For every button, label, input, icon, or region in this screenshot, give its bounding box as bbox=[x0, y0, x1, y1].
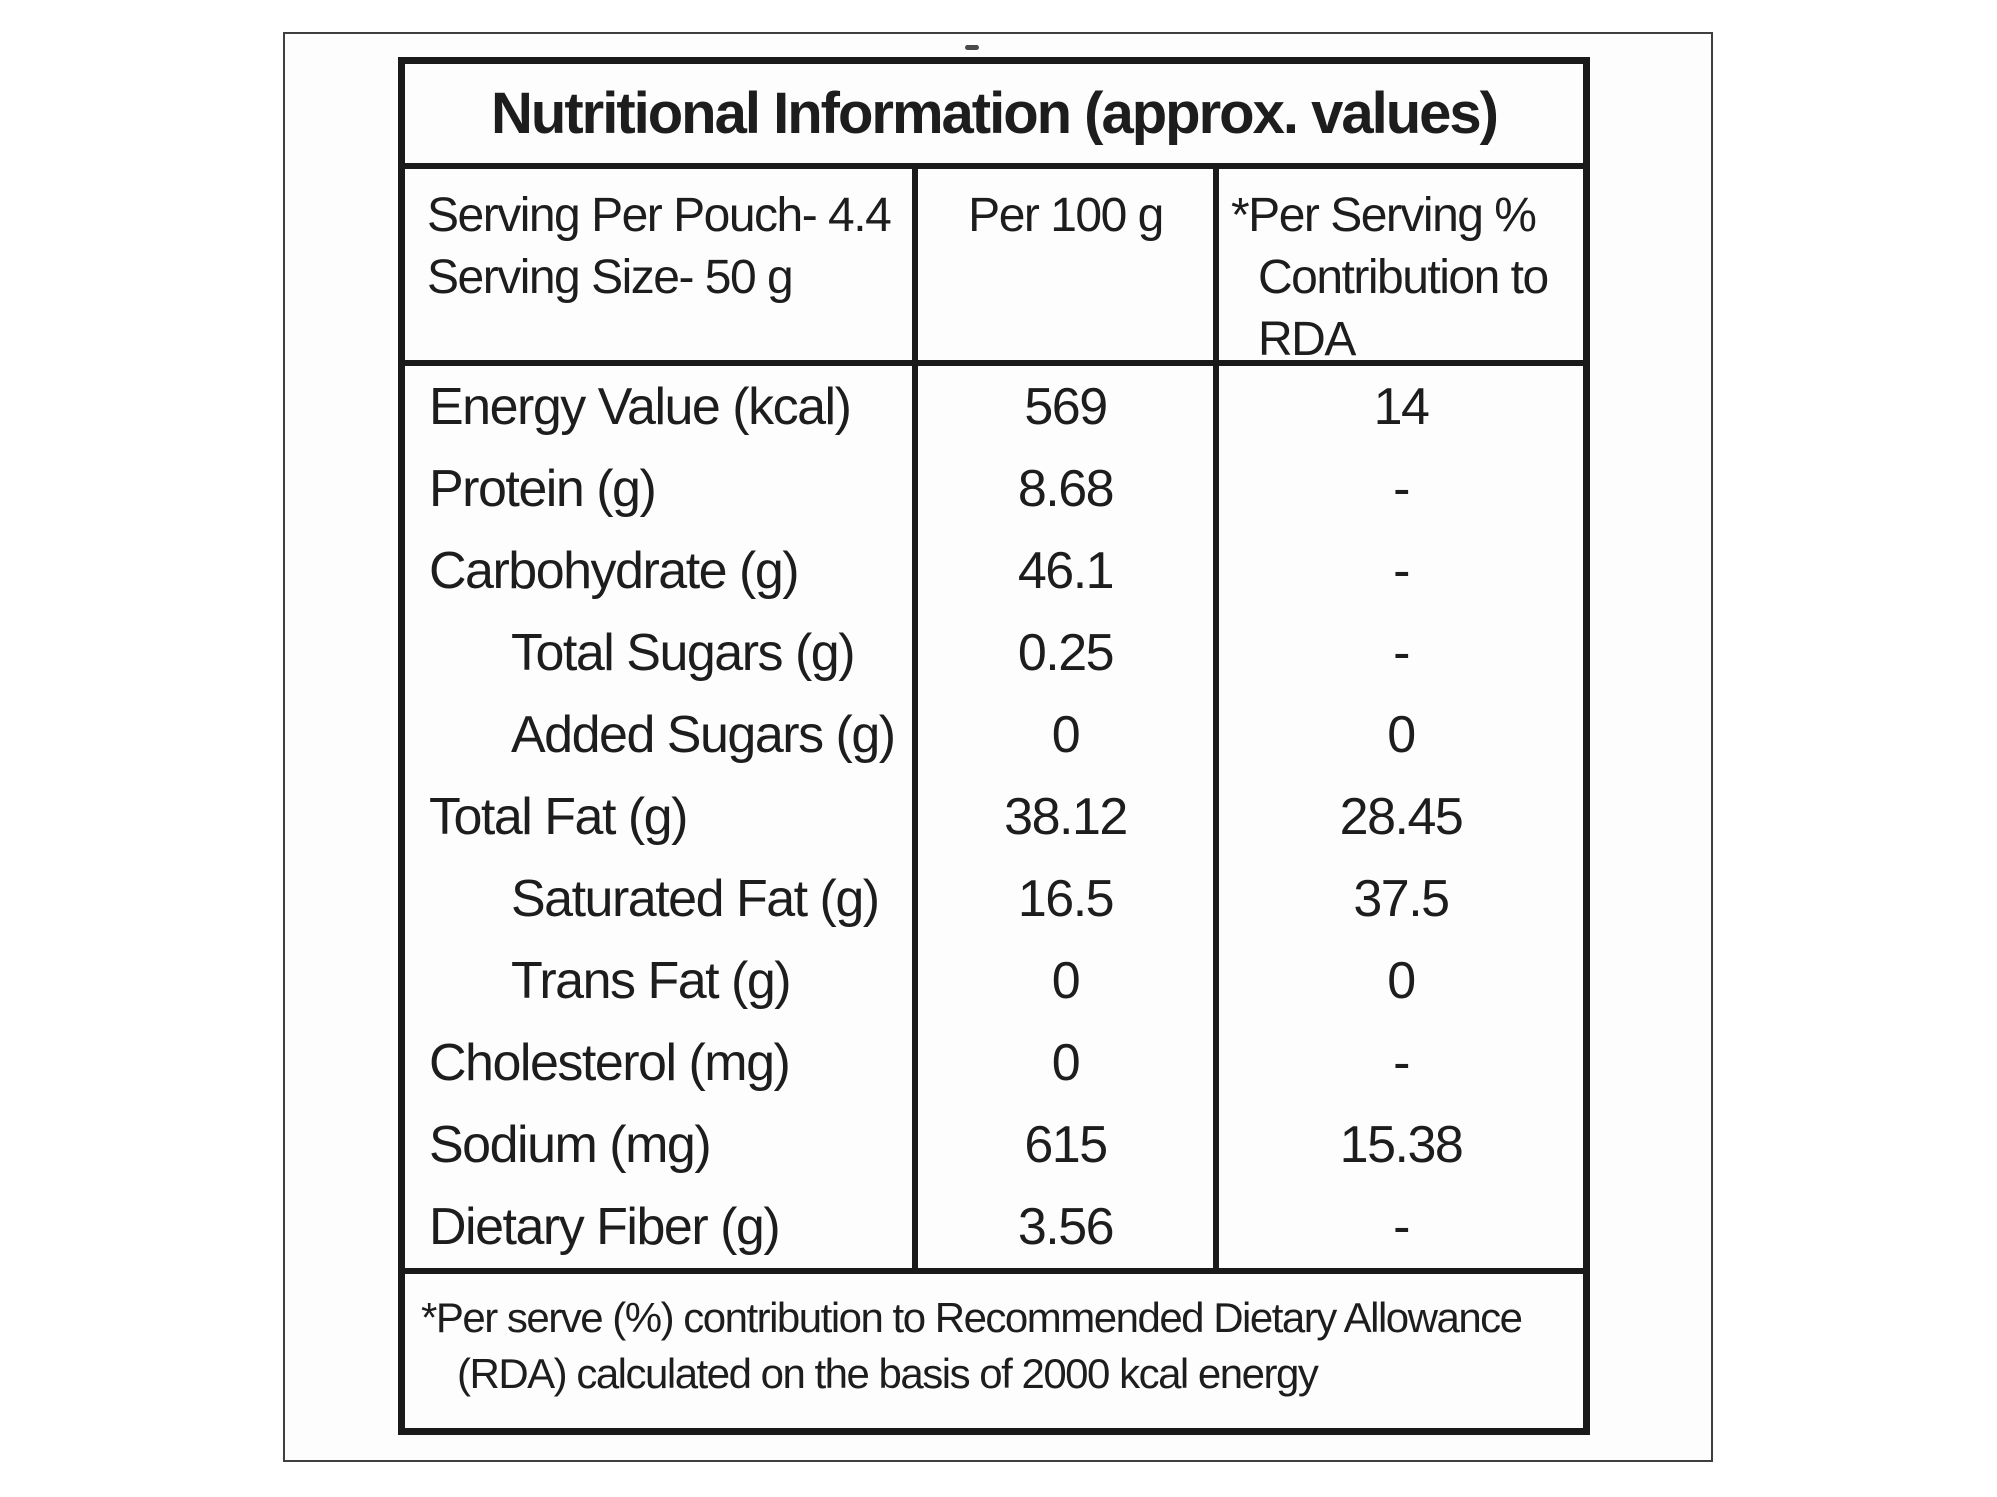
per-serving-value: - bbox=[1213, 1186, 1583, 1268]
rda-footnote-line1: *Per serve (%) contribution to Recommend… bbox=[421, 1294, 1523, 1341]
per-serving-value: - bbox=[1213, 448, 1583, 530]
nutrient-label: Energy Value (kcal) bbox=[429, 378, 852, 436]
per-serving-value: 0 bbox=[1213, 694, 1583, 776]
nutrient-label: Total Fat (g) bbox=[429, 788, 688, 846]
nutrient-label: Added Sugars (g) bbox=[511, 706, 896, 764]
per-100g-value: 46.1 bbox=[912, 530, 1213, 612]
nutrient-label: Saturated Fat (g) bbox=[511, 870, 880, 928]
per-100g-value: 16.5 bbox=[912, 858, 1213, 940]
stray-mark bbox=[965, 45, 979, 50]
rda-footnote-line2: (RDA) calculated on the basis of 2000 kc… bbox=[457, 1350, 1319, 1397]
nutrient-row-sodium: Sodium (mg) 615 15.38 bbox=[405, 1104, 1583, 1186]
nutrient-label: Trans Fat (g) bbox=[511, 952, 792, 1010]
per-100g-value: 0 bbox=[912, 940, 1213, 1022]
nutrient-label: Sodium (mg) bbox=[429, 1116, 712, 1174]
nutrient-row-energy: Energy Value (kcal) 569 14 bbox=[405, 366, 1583, 448]
per-serving-value: 0 bbox=[1213, 940, 1583, 1022]
per-serving-value: - bbox=[1213, 1022, 1583, 1104]
nutrient-label: Total Sugars (g) bbox=[511, 624, 856, 682]
per-serving-value: 15.38 bbox=[1213, 1104, 1583, 1186]
per-100g-value: 0.25 bbox=[912, 612, 1213, 694]
per-serving-header-line3: RDA bbox=[1258, 313, 1356, 366]
per-serving-value: 14 bbox=[1213, 366, 1583, 448]
per-100g-value: 0 bbox=[912, 694, 1213, 776]
per-serving-header-line1: *Per Serving % bbox=[1231, 189, 1537, 242]
nutrient-label: Cholesterol (mg) bbox=[429, 1034, 791, 1092]
per-100g-value: 615 bbox=[912, 1104, 1213, 1186]
per-100g-header-cell: Per 100 g bbox=[912, 169, 1213, 371]
nutrition-label-photo: Nutritional Information (approx. values)… bbox=[283, 32, 1713, 1462]
nutrient-rows: Energy Value (kcal) 569 14 Protein (g) 8… bbox=[405, 366, 1583, 1268]
table-header-row: Serving Per Pouch- 4.4 Serving Size- 50 … bbox=[405, 169, 1583, 371]
nutrient-label: Dietary Fiber (g) bbox=[429, 1198, 781, 1256]
per-100g-value: 8.68 bbox=[912, 448, 1213, 530]
nutrient-row-total-fat: Total Fat (g) 38.12 28.45 bbox=[405, 776, 1583, 858]
rda-footnote: *Per serve (%) contribution to Recommend… bbox=[405, 1268, 1583, 1415]
nutrient-label: Protein (g) bbox=[429, 460, 657, 518]
per-100g-value: 569 bbox=[912, 366, 1213, 448]
nutrient-row-dietary-fiber: Dietary Fiber (g) 3.56 - bbox=[405, 1186, 1583, 1268]
nutrient-row-added-sugars: Added Sugars (g) 0 0 bbox=[405, 694, 1583, 776]
per-100g-value: 0 bbox=[912, 1022, 1213, 1104]
per-serving-header-cell: *Per Serving % Contribution to RDA bbox=[1213, 169, 1583, 371]
nutrient-label: Carbohydrate (g) bbox=[429, 542, 800, 600]
nutrition-table: Nutritional Information (approx. values)… bbox=[398, 57, 1590, 1435]
nutrient-row-trans-fat: Trans Fat (g) 0 0 bbox=[405, 940, 1583, 1022]
nutrient-row-cholesterol: Cholesterol (mg) 0 - bbox=[405, 1022, 1583, 1104]
serving-per-pouch: Serving Per Pouch- 4.4 bbox=[427, 189, 892, 242]
per-serving-value: - bbox=[1213, 612, 1583, 694]
per-100g-value: 3.56 bbox=[912, 1186, 1213, 1268]
per-serving-value: 28.45 bbox=[1213, 776, 1583, 858]
per-serving-value: 37.5 bbox=[1213, 858, 1583, 940]
per-100g-value: 38.12 bbox=[912, 776, 1213, 858]
table-title: Nutritional Information (approx. values) bbox=[491, 81, 1499, 146]
nutrient-row-protein: Protein (g) 8.68 - bbox=[405, 448, 1583, 530]
nutrient-row-saturated-fat: Saturated Fat (g) 16.5 37.5 bbox=[405, 858, 1583, 940]
per-serving-value: - bbox=[1213, 530, 1583, 612]
serving-info-cell: Serving Per Pouch- 4.4 Serving Size- 50 … bbox=[405, 169, 912, 371]
per-serving-header-line2: Contribution to bbox=[1258, 251, 1549, 304]
serving-size: Serving Size- 50 g bbox=[427, 251, 794, 304]
table-title-row: Nutritional Information (approx. values) bbox=[405, 64, 1583, 169]
nutrient-row-carbohydrate: Carbohydrate (g) 46.1 - bbox=[405, 530, 1583, 612]
nutrient-row-total-sugars: Total Sugars (g) 0.25 - bbox=[405, 612, 1583, 694]
